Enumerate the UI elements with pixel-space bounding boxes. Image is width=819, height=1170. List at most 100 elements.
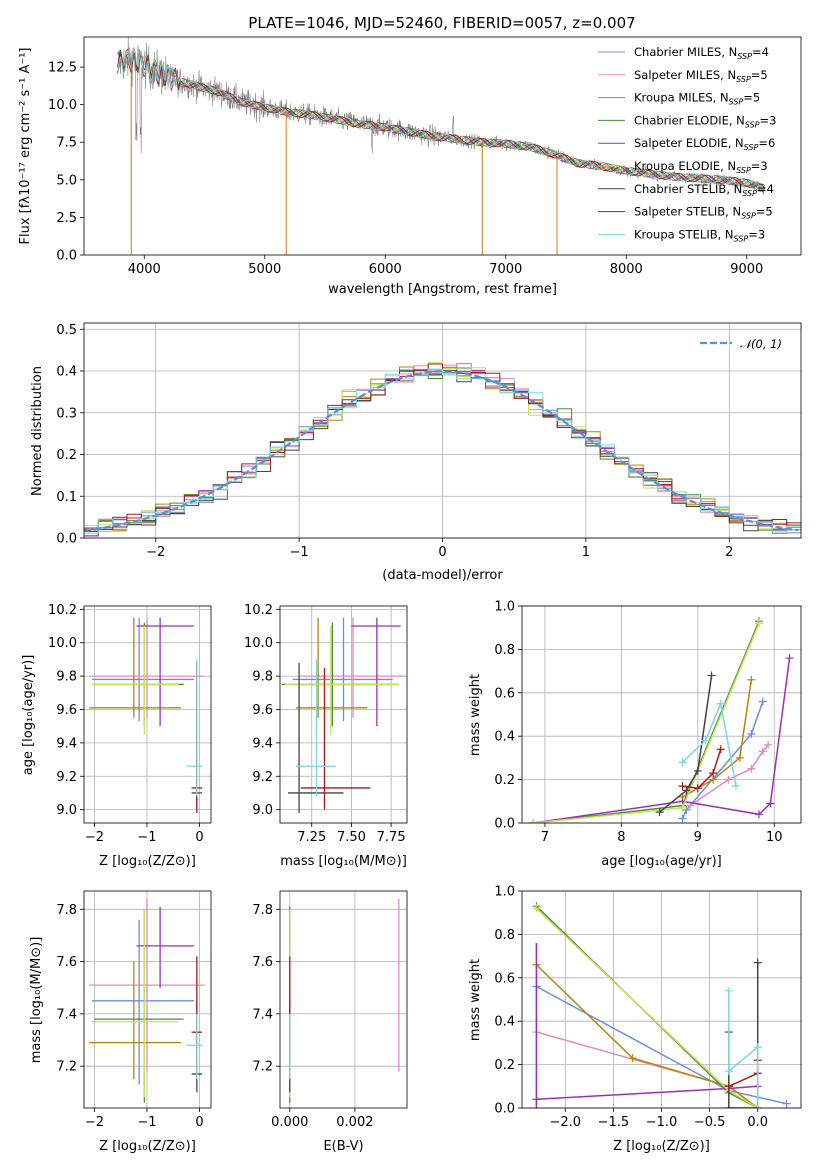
mass-vs-ebv-xlabel: E(B-V) xyxy=(323,1139,363,1154)
spectrum-plot xyxy=(117,37,766,255)
weight-marker xyxy=(678,814,687,823)
weight-marker xyxy=(753,1043,762,1052)
x-tick-label: 8000 xyxy=(610,262,643,277)
y-tick-label: 9.6 xyxy=(252,703,273,718)
weight-line-kroupa-elodie xyxy=(533,623,760,823)
x-tick-label: 7000 xyxy=(489,262,522,277)
weight-marker xyxy=(701,736,710,745)
weight-marker xyxy=(758,697,767,706)
y-tick-label: 0.8 xyxy=(494,643,515,658)
weight-marker xyxy=(758,747,767,756)
weight-vs-Z-axes: −2.0 −1.5 −1.0 −0.5 0.0 0.0 0.2 0.4 0.6 0.8 1.0 xyxy=(494,885,802,1130)
legend-label: Salpeter MILES, NSSP=5 xyxy=(634,68,768,84)
mass-vs-Z-axes: −2 −1 0 7.2 7.4 7.6 7.8 xyxy=(56,890,212,1130)
x-tick-label: −1 xyxy=(137,1115,156,1130)
legend-label: 𝒩(0, 1) xyxy=(740,337,782,351)
y-tick-label: 10.0 xyxy=(48,98,77,113)
legend-label: Chabrier STELIB, NSSP=4 xyxy=(634,182,774,198)
x-tick-label: 0 xyxy=(195,830,203,845)
x-tick-label: 0.000 xyxy=(271,1115,308,1130)
y-tick-label: 7.5 xyxy=(56,136,77,151)
weight-marker xyxy=(724,775,733,784)
weight-vs-Z-ylabel: mass weight xyxy=(468,959,483,1041)
y-tick-label: 1.0 xyxy=(494,600,515,615)
x-tick-label: 2 xyxy=(725,545,733,560)
mass-vs-Z-plot xyxy=(89,898,205,1103)
y-tick-label: 0.5 xyxy=(56,323,77,338)
y-tick-label: 9.2 xyxy=(252,770,273,785)
legend-label: Kroupa MILES, NSSP=5 xyxy=(634,91,760,107)
y-tick-label: 0.6 xyxy=(494,971,515,986)
y-tick-label: 0.0 xyxy=(56,532,77,547)
legend-label: Salpeter ELODIE, NSSP=6 xyxy=(634,136,775,152)
mass-vs-ebv-plot xyxy=(289,898,400,1103)
y-tick-label: 9.6 xyxy=(56,703,77,718)
y-tick-label: 9.4 xyxy=(252,736,273,751)
y-tick-label: 0.0 xyxy=(494,817,515,832)
y-tick-label: 9.8 xyxy=(252,670,273,685)
residual-histogram-kroupa-stelib xyxy=(84,368,801,534)
weight-marker xyxy=(753,958,762,967)
x-tick-label: −2.0 xyxy=(550,1115,582,1130)
y-tick-label: 0.3 xyxy=(56,406,77,421)
y-tick-label: 0.8 xyxy=(494,928,515,943)
y-tick-label: 7.8 xyxy=(56,903,77,918)
normal-reference-curve xyxy=(84,370,799,532)
model-spectrum-salpeter-stelib xyxy=(117,51,765,188)
x-tick-label: −2 xyxy=(85,1115,104,1130)
weight-marker xyxy=(709,769,718,778)
spectrum-xlabel: wavelength [Angstrom, rest frame] xyxy=(328,282,557,297)
age-vs-mass-xlabel: mass [log₁₀(M/M⊙)] xyxy=(280,854,407,869)
weight-marker xyxy=(628,1054,637,1063)
y-tick-label: 7.2 xyxy=(252,1060,273,1075)
figure-title: PLATE=1046, MJD=52460, FIBERID=0057, z=0… xyxy=(248,14,635,32)
legend-label: Chabrier MILES, NSSP=4 xyxy=(634,45,769,61)
weight-line-kroupa-stelib xyxy=(681,700,737,787)
y-tick-label: 0.1 xyxy=(56,490,77,505)
x-tick-label: 0 xyxy=(438,545,446,560)
y-tick-label: 5.0 xyxy=(56,173,77,188)
y-tick-label: 7.4 xyxy=(252,1007,273,1022)
x-tick-label: 0 xyxy=(195,1115,203,1130)
weight-vs-Z-xlabel: Z [log₁₀(Z/Z⊙)] xyxy=(613,1139,710,1154)
axis-frame xyxy=(279,890,408,1109)
y-tick-label: 10.2 xyxy=(48,603,77,618)
y-tick-label: 10.0 xyxy=(244,636,273,651)
weight-marker xyxy=(678,782,687,791)
age-vs-Z-xlabel: Z [log₁₀(Z/Z⊙)] xyxy=(99,854,196,869)
mass-vs-ebv-axes: 0.000 0.002 7.2 7.4 7.6 7.8 xyxy=(252,890,408,1130)
x-tick-label: −0.5 xyxy=(694,1115,726,1130)
y-tick-label: 0.4 xyxy=(494,730,515,745)
x-tick-label: 7.50 xyxy=(337,830,366,845)
model-spectrum-chabrier-stelib xyxy=(117,50,765,189)
axis-frame xyxy=(521,890,802,1109)
y-tick-label: 0.4 xyxy=(56,365,77,380)
weight-line-salpeter-elodie xyxy=(536,1085,758,1101)
weight-marker xyxy=(747,764,756,773)
age-vs-mass-plot xyxy=(281,617,406,813)
y-tick-label: 0.2 xyxy=(494,773,515,788)
weight-marker xyxy=(735,753,744,762)
mass-vs-Z-ylabel: mass [log₁₀(M/M⊙)] xyxy=(29,937,44,1064)
legend-label: Kroupa ELODIE, NSSP=3 xyxy=(634,159,768,175)
legend-label: Chabrier ELODIE, NSSP=3 xyxy=(634,113,776,129)
x-tick-label: −1 xyxy=(290,545,309,560)
weight-marker xyxy=(732,782,741,791)
x-tick-label: −1.5 xyxy=(598,1115,630,1130)
x-tick-label: 7.25 xyxy=(297,830,326,845)
weight-marker xyxy=(754,810,763,819)
weight-marker xyxy=(716,699,725,708)
axis-frame xyxy=(83,36,802,256)
spectrum-axes: 4000 5000 6000 7000 8000 9000 0.0 2.5 5.0 7.5 10.0… xyxy=(48,36,802,277)
weight-marker xyxy=(724,1067,733,1076)
legend-label: Salpeter STELIB, NSSP=5 xyxy=(634,205,773,221)
x-tick-label: −2 xyxy=(146,545,165,560)
weight-marker xyxy=(655,808,664,817)
weight-marker xyxy=(693,784,702,793)
y-tick-label: 9.8 xyxy=(56,670,77,685)
x-tick-label: 6000 xyxy=(369,262,402,277)
x-tick-label: −2 xyxy=(85,830,104,845)
mass-vs-Z-xlabel: Z [log₁₀(Z/Z⊙)] xyxy=(99,1139,196,1154)
spectrum-ylabel: Flux [fλ10⁻¹⁷ erg cm⁻² s⁻¹ A⁻¹] xyxy=(18,48,33,245)
